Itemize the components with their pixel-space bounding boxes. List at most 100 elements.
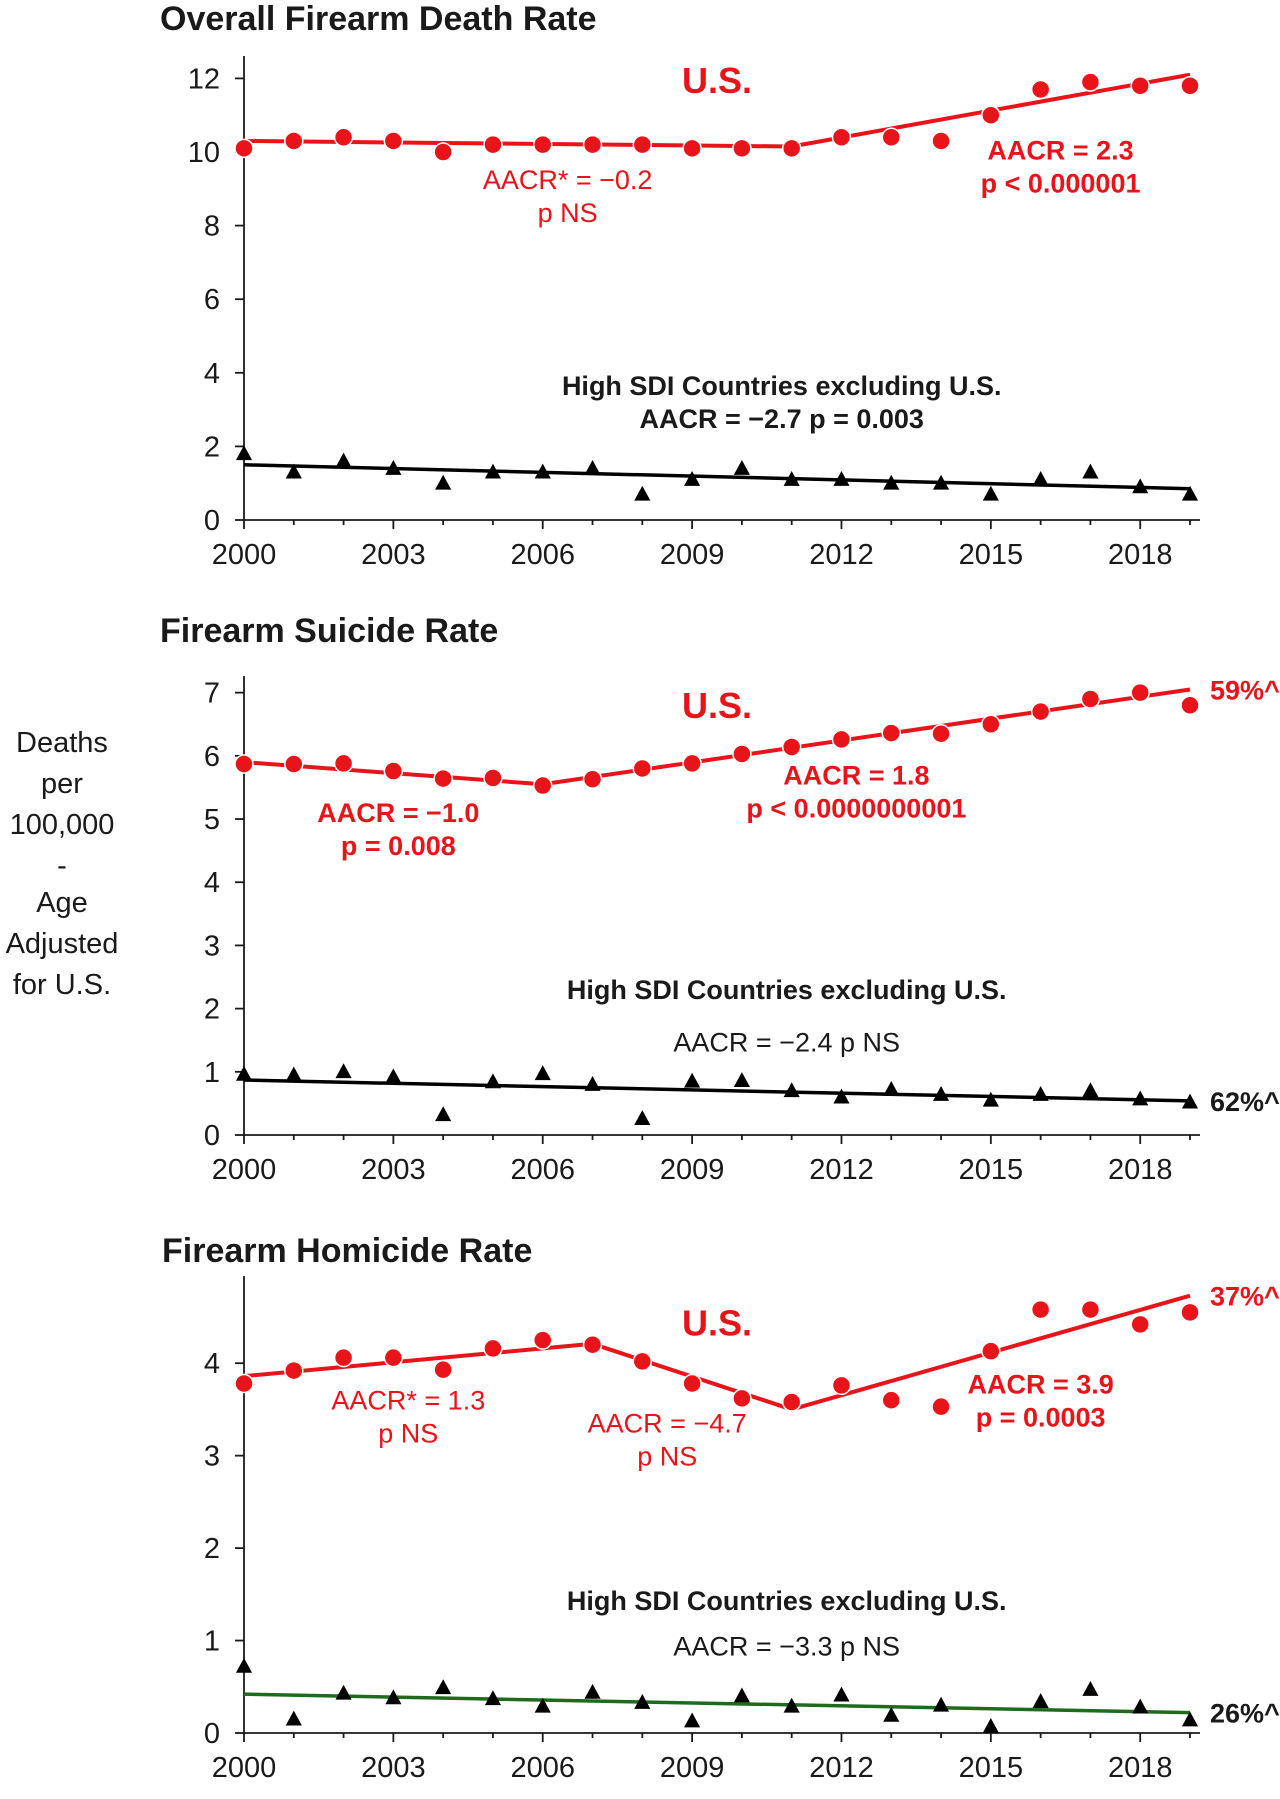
high-sdi-data-point (634, 485, 651, 501)
us-data-point (1030, 1299, 1051, 1320)
y-tick-label: 0 (204, 1718, 220, 1750)
us-data-point (1130, 76, 1150, 96)
annotation-text: AACR = −1.0 (317, 798, 479, 828)
us-data-point (284, 754, 304, 774)
us-data-point (781, 1392, 802, 1412)
annotation-text: AACR = 1.8 (783, 760, 929, 790)
us-data-point (532, 134, 553, 155)
high-sdi-data-point (285, 1066, 302, 1082)
high-sdi-data-point (1181, 485, 1199, 501)
us-series-label: U.S. (682, 1302, 752, 1343)
us-data-point (383, 131, 404, 151)
us-data-point (1180, 76, 1200, 96)
high-sdi-data-point (883, 474, 900, 490)
x-tick-label: 2003 (361, 1752, 426, 1784)
us-data-point (831, 729, 852, 750)
high-sdi-data-point (684, 1712, 701, 1728)
us-data-point (383, 761, 404, 781)
us-data-point (284, 131, 304, 151)
high-sdi-data-point (634, 1693, 651, 1709)
us-data-point (781, 138, 802, 159)
high-sdi-data-point (1181, 1711, 1199, 1727)
y-tick-label: 2 (204, 431, 220, 463)
high-sdi-data-point (733, 459, 750, 475)
annotation-text: AACR = 2.3 (987, 135, 1133, 165)
us-data-point (1130, 682, 1150, 703)
high-sdi-data-point (584, 1075, 601, 1091)
y-tick-label: 2 (204, 1533, 220, 1565)
high-sdi-data-point (982, 485, 999, 501)
high-sdi-data-point (1132, 1090, 1149, 1106)
high-sdi-data-point (484, 1690, 502, 1706)
us-series-label: U.S. (682, 60, 752, 101)
us-data-point (483, 134, 503, 155)
us-data-point (433, 142, 453, 162)
us-data-point (632, 1351, 653, 1372)
annotation-text: High SDI Countries excluding U.S. (567, 975, 1007, 1005)
annotation-text: High SDI Countries excluding U.S. (562, 371, 1002, 401)
us-data-point (433, 1359, 453, 1380)
high-sdi-data-point (1082, 463, 1099, 479)
y-tick-label: 6 (204, 741, 220, 773)
y-tick-label: 10 (188, 137, 220, 169)
high-sdi-data-point (1032, 1693, 1049, 1708)
high-sdi-trend-line (243, 1692, 1191, 1715)
x-tick-label: 2006 (510, 1752, 575, 1784)
us-data-point (1030, 701, 1051, 722)
high-sdi-data-point (335, 1684, 352, 1700)
us-data-point (234, 138, 254, 159)
us-data-point (532, 1330, 553, 1350)
x-tick-label: 2015 (959, 1752, 1024, 1784)
y-tick-label: 5 (204, 804, 220, 836)
high-sdi-data-point (435, 474, 452, 490)
y-tick-label: 8 (204, 211, 220, 243)
us-data-point (582, 1334, 603, 1355)
high-sdi-data-point (883, 1706, 900, 1722)
x-tick-label: 2000 (212, 1154, 277, 1186)
annotation-text: AACR* = −0.2 (483, 165, 653, 195)
y-tick-label: 0 (204, 1120, 220, 1152)
high-sdi-data-point (1132, 1698, 1149, 1714)
y-tick-label: 3 (204, 1441, 220, 1473)
x-tick-label: 2015 (959, 539, 1024, 571)
high-sdi-data-point (833, 471, 850, 486)
high-sdi-data-point (833, 1686, 850, 1702)
x-tick-label: 2012 (809, 1752, 874, 1784)
us-data-point (234, 754, 254, 774)
us-data-point (234, 1373, 254, 1394)
us-data-point (632, 134, 653, 155)
high-sdi-data-point (235, 445, 253, 461)
series-end-label: 26%^ (1210, 1699, 1280, 1729)
annotation-text: p NS (538, 198, 598, 228)
us-data-point (1180, 695, 1200, 716)
high-sdi-trend-line (243, 463, 1191, 491)
annotation-text: p = 0.008 (341, 831, 456, 861)
annotation-text: High SDI Countries excluding U.S. (567, 1586, 1007, 1616)
high-sdi-data-point (385, 1068, 402, 1084)
x-tick-label: 2015 (959, 1154, 1024, 1186)
high-sdi-data-point (235, 1657, 253, 1673)
us-data-point (981, 105, 1001, 125)
y-tick-label: 4 (204, 867, 220, 899)
us-data-point (582, 134, 603, 155)
y-axis-label-line: 100,000 (10, 809, 115, 841)
annotation-text: AACR* = 1.3 (331, 1385, 485, 1415)
series-end-label: 62%^ (1210, 1087, 1280, 1117)
high-sdi-data-point (783, 1082, 800, 1098)
annotation-text: p = 0.0003 (976, 1403, 1106, 1433)
high-sdi-data-point (783, 1697, 800, 1713)
high-sdi-data-point (1082, 1681, 1099, 1696)
high-sdi-data-point (285, 463, 302, 479)
us-data-point (831, 127, 852, 148)
us-data-point (483, 768, 503, 788)
y-tick-label: 2 (204, 994, 220, 1026)
x-tick-label: 2018 (1108, 539, 1173, 571)
us-data-point (881, 723, 902, 743)
us-data-point (333, 127, 354, 148)
us-data-point (981, 714, 1001, 734)
high-sdi-data-point (335, 1063, 352, 1079)
annotation-text: AACR = −2.7 p = 0.003 (640, 404, 924, 434)
high-sdi-data-point (435, 1106, 452, 1122)
us-data-point (1130, 1314, 1150, 1335)
